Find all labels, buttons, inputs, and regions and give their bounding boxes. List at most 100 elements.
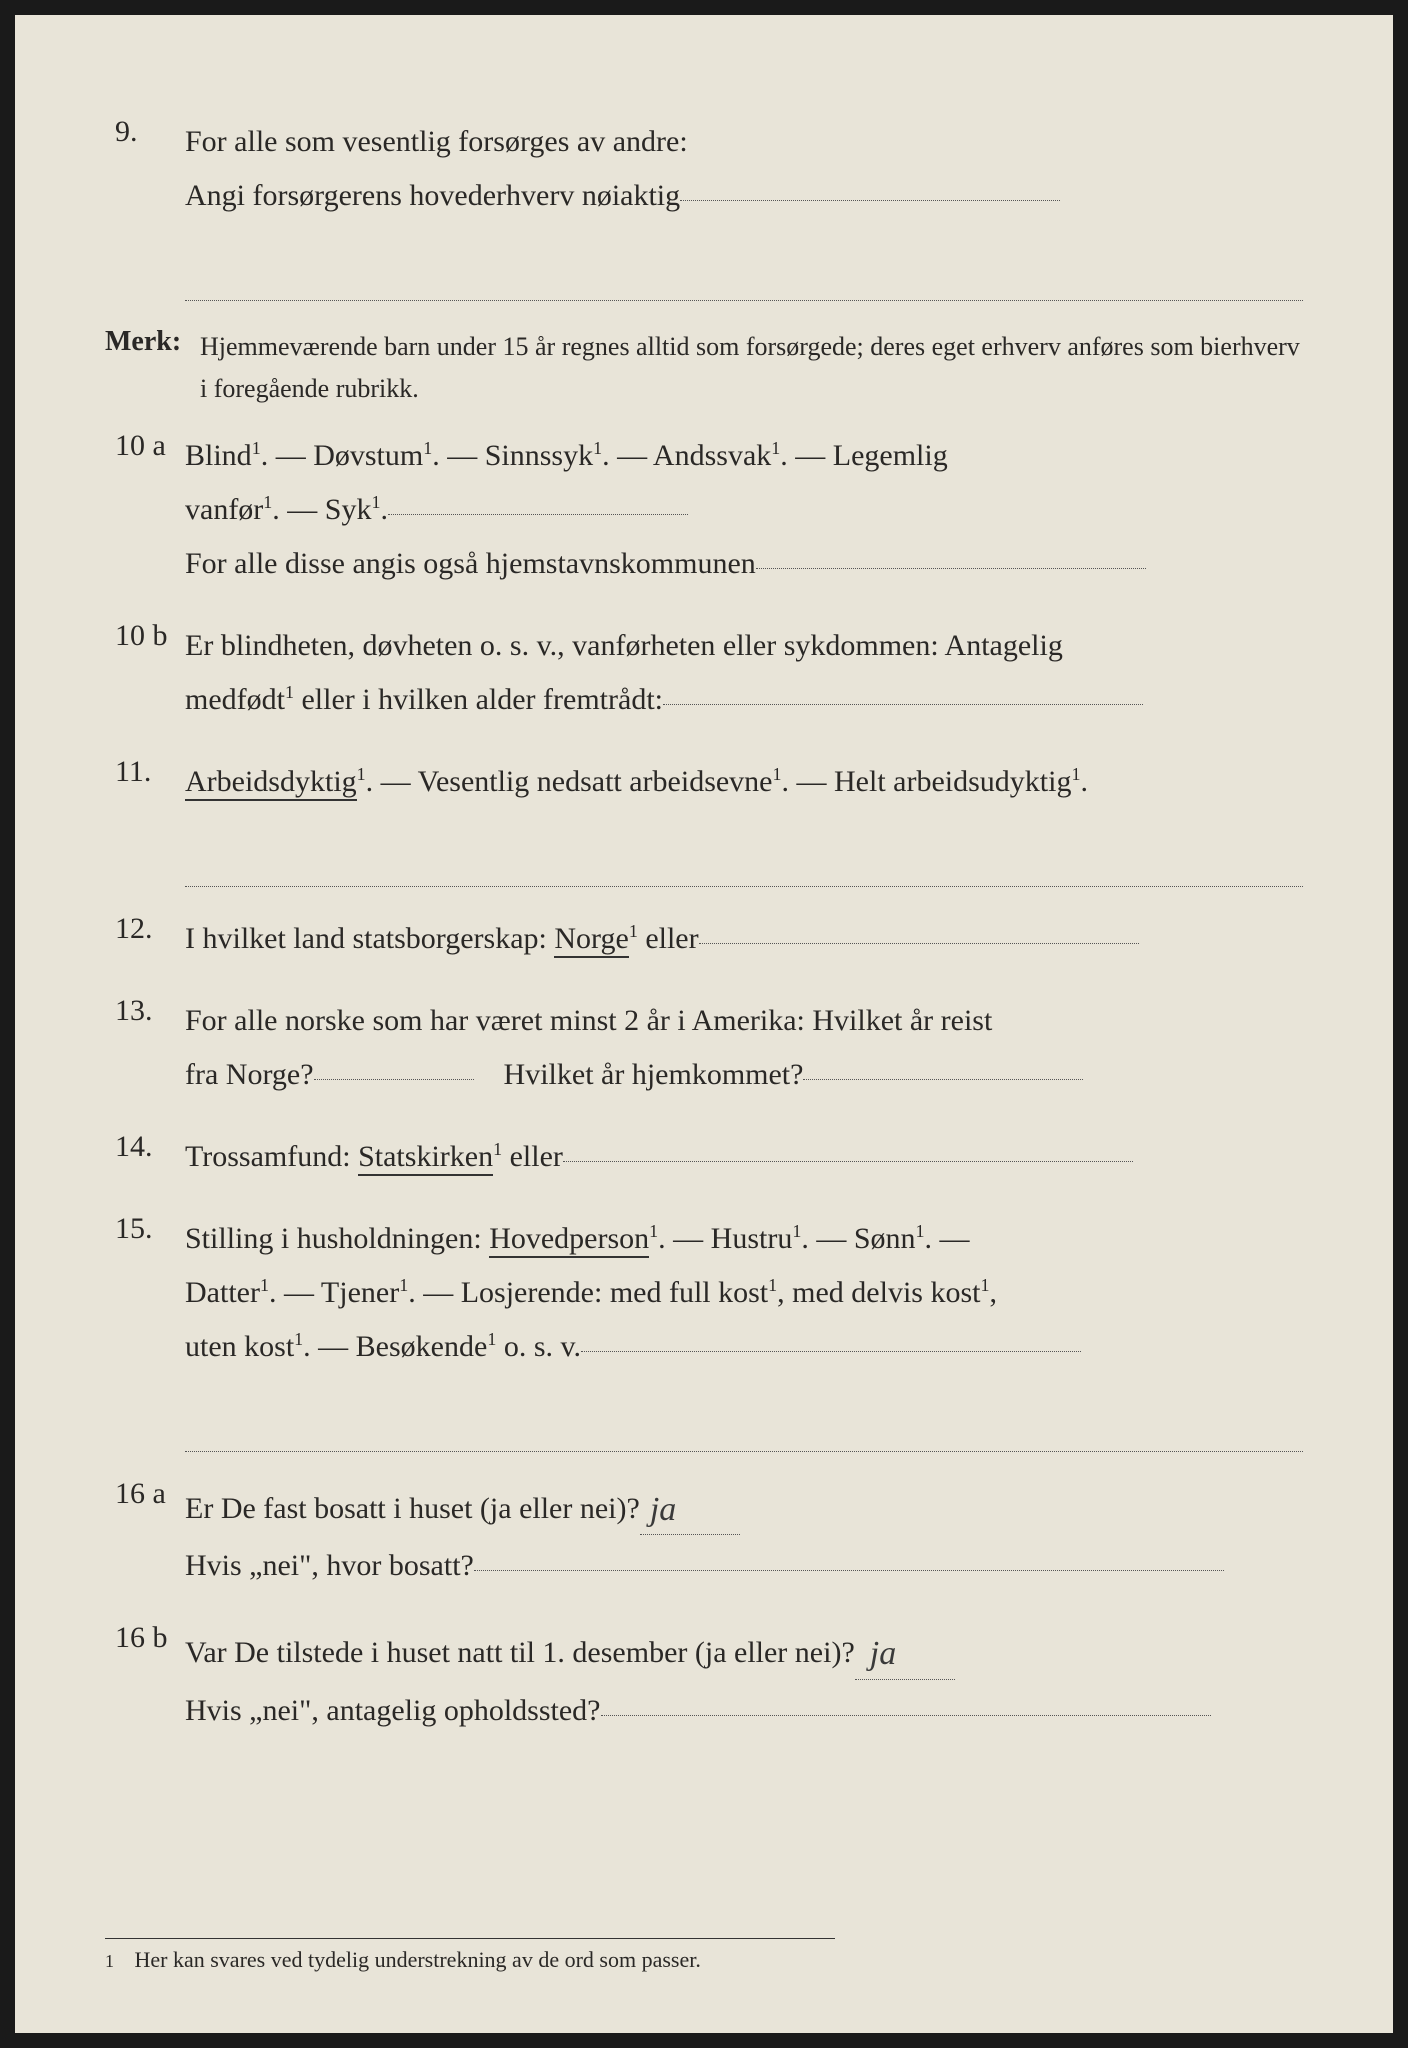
question-16b: 16 b Var De tilstede i huset natt til 1.… — [105, 1621, 1303, 1737]
merk-note: Merk: Hjemmeværende barn under 15 år reg… — [105, 326, 1303, 409]
answer-line[interactable] — [663, 704, 1143, 705]
question-number: 15. — [105, 1212, 185, 1246]
footnote-ref: 1 — [263, 492, 272, 512]
footnote-ref: 1 — [285, 682, 294, 702]
option: uten kost — [185, 1330, 294, 1363]
option: . — Andssvak — [602, 439, 771, 472]
question-11: 11. Arbeidsdyktig1. — Vesentlig nedsatt … — [105, 755, 1303, 809]
text: . — Hustru — [658, 1222, 792, 1255]
question-number: 13. — [105, 994, 185, 1028]
text: eller — [638, 922, 699, 955]
question-number: 14. — [105, 1130, 185, 1164]
footnote-ref: 1 — [423, 438, 432, 458]
continuation-line[interactable] — [185, 251, 1303, 301]
text: . — Tjener — [269, 1276, 399, 1309]
question-14: 14. Trossamfund: Statskirken1 eller — [105, 1130, 1303, 1184]
question-13: 13. For alle norske som har været minst … — [105, 994, 1303, 1102]
question-text: Blind1. — Døvstum1. — Sinnssyk1. — Andss… — [185, 429, 1303, 591]
option: vanfør — [185, 493, 263, 526]
question-number: 10 a — [105, 429, 185, 463]
footnote-ref: 1 — [916, 1221, 925, 1241]
question-text: Er De fast bosatt i huset (ja eller nei)… — [185, 1477, 1303, 1593]
answer-line[interactable] — [474, 1570, 1224, 1571]
question-text: Er blindheten, døvheten o. s. v., vanfør… — [185, 619, 1303, 727]
question-number: 9. — [105, 115, 185, 149]
text: Var De tilstede i huset natt til 1. dese… — [185, 1636, 855, 1669]
answer-line[interactable] — [563, 1161, 1133, 1162]
text: Hvilket år hjemkommet? — [504, 1058, 804, 1091]
continuation-line[interactable] — [185, 837, 1303, 887]
answer-line[interactable]: ja — [640, 1473, 740, 1535]
answer-line[interactable] — [699, 943, 1139, 944]
text: Stilling i husholdningen: — [185, 1222, 489, 1255]
text: , med delvis kost — [777, 1276, 980, 1309]
question-text: Var De tilstede i huset natt til 1. dese… — [185, 1621, 1303, 1737]
footnote-ref: 1 — [294, 1329, 303, 1349]
question-number: 16 a — [105, 1477, 185, 1511]
text: eller i hvilken alder fremtrådt: — [294, 683, 663, 716]
question-12: 12. I hvilket land statsborgerskap: Norg… — [105, 912, 1303, 966]
text: . — Sønn — [801, 1222, 915, 1255]
question-text: I hvilket land statsborgerskap: Norge1 e… — [185, 912, 1303, 966]
answer-line[interactable] — [314, 1079, 474, 1080]
footnote: 1 Her kan svares ved tydelig understrekn… — [105, 1938, 835, 1973]
footnote-ref: 1 — [399, 1275, 408, 1295]
footnote-number: 1 — [105, 1951, 114, 1971]
answer-line[interactable] — [581, 1351, 1081, 1352]
footnote-ref: 1 — [768, 1275, 777, 1295]
merk-label: Merk: — [105, 326, 200, 358]
question-9: 9. For alle som vesentlig forsørges av a… — [105, 115, 1303, 223]
question-text: Trossamfund: Statskirken1 eller — [185, 1130, 1303, 1184]
question-10b: 10 b Er blindheten, døvheten o. s. v., v… — [105, 619, 1303, 727]
question-number: 10 b — [105, 619, 185, 653]
footnote-ref: 1 — [252, 438, 261, 458]
question-text: For alle som vesentlig forsørges av andr… — [185, 115, 1303, 223]
text: . — Besøkende — [303, 1330, 487, 1363]
q9-line1: For alle som vesentlig forsørges av andr… — [185, 125, 688, 158]
text: I hvilket land statsborgerskap: — [185, 922, 554, 955]
answer-line[interactable] — [601, 1715, 1211, 1716]
question-number: 11. — [105, 755, 185, 789]
census-form-page: 9. For alle som vesentlig forsørges av a… — [15, 15, 1393, 2033]
question-text: Arbeidsdyktig1. — Vesentlig nedsatt arbe… — [185, 755, 1303, 809]
footnote-ref: 1 — [493, 1139, 502, 1159]
footnote-ref: 1 — [260, 1275, 269, 1295]
q10a-line3: For alle disse angis også hjemstavnskomm… — [185, 547, 756, 580]
text: eller — [502, 1140, 563, 1173]
option: . — [380, 493, 388, 526]
option-underlined: Norge — [554, 922, 628, 958]
question-10a: 10 a Blind1. — Døvstum1. — Sinnssyk1. — … — [105, 429, 1303, 591]
footnote-ref: 1 — [593, 438, 602, 458]
footnote-ref: 1 — [773, 764, 782, 784]
answer-line[interactable] — [680, 200, 1060, 201]
answer-line[interactable]: ja — [855, 1617, 955, 1679]
footnote-ref: 1 — [792, 1221, 801, 1241]
answer-line[interactable] — [756, 568, 1146, 569]
text: . — [1080, 765, 1088, 798]
footnote-ref: 1 — [629, 921, 638, 941]
footnote-ref: 1 — [487, 1329, 496, 1349]
q10b-line1: Er blindheten, døvheten o. s. v., vanfør… — [185, 629, 1063, 662]
text: . — Losjerende: med full kost — [408, 1276, 768, 1309]
option: . — Legemlig — [780, 439, 947, 472]
option: . — Sinnssyk — [432, 439, 593, 472]
option: medfødt — [185, 683, 285, 716]
footnote-ref: 1 — [649, 1221, 658, 1241]
text: , — [989, 1276, 997, 1309]
text: Er De fast bosatt i huset (ja eller nei)… — [185, 1492, 640, 1525]
continuation-line[interactable] — [185, 1402, 1303, 1452]
question-15: 15. Stilling i husholdningen: Hovedperso… — [105, 1212, 1303, 1374]
question-number: 16 b — [105, 1621, 185, 1655]
text: . — — [925, 1222, 970, 1255]
footnote-text: Her kan svares ved tydelig understreknin… — [135, 1947, 701, 1972]
text: Hvis „nei", antagelig opholdssted? — [185, 1694, 601, 1727]
option: . — Døvstum — [261, 439, 424, 472]
answer-line[interactable] — [803, 1079, 1083, 1080]
option-underlined: Arbeidsdyktig — [185, 765, 357, 801]
question-16a: 16 a Er De fast bosatt i huset (ja eller… — [105, 1477, 1303, 1593]
text: Hvis „nei", hvor bosatt? — [185, 1549, 474, 1582]
answer-line[interactable] — [388, 514, 688, 515]
handwritten-answer: ja — [870, 1623, 896, 1684]
question-text: Stilling i husholdningen: Hovedperson1. … — [185, 1212, 1303, 1374]
text: Trossamfund: — [185, 1140, 358, 1173]
